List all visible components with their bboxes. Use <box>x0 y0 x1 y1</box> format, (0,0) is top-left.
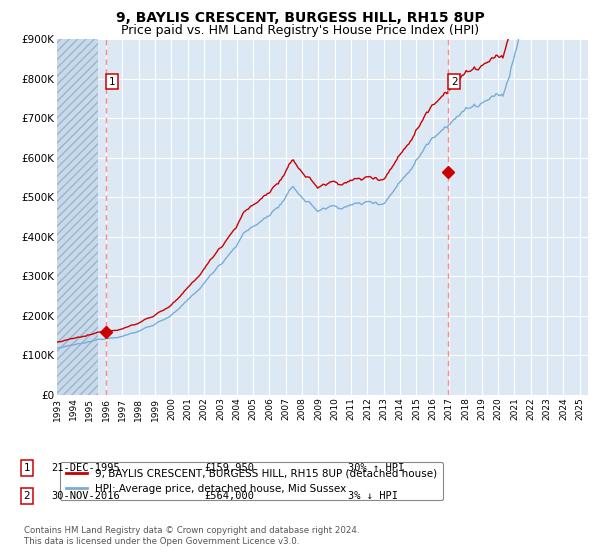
Bar <box>57 39 98 395</box>
Text: Price paid vs. HM Land Registry's House Price Index (HPI): Price paid vs. HM Land Registry's House … <box>121 24 479 36</box>
Text: 1: 1 <box>23 463 31 473</box>
Text: 9, BAYLIS CRESCENT, BURGESS HILL, RH15 8UP: 9, BAYLIS CRESCENT, BURGESS HILL, RH15 8… <box>116 11 484 25</box>
Text: 30% ↑ HPI: 30% ↑ HPI <box>348 463 404 473</box>
Text: £159,950: £159,950 <box>204 463 254 473</box>
Text: £564,000: £564,000 <box>204 491 254 501</box>
Text: 21-DEC-1995: 21-DEC-1995 <box>51 463 120 473</box>
Text: 3% ↓ HPI: 3% ↓ HPI <box>348 491 398 501</box>
Text: 2: 2 <box>451 77 458 87</box>
Text: 2: 2 <box>23 491 31 501</box>
Text: Contains HM Land Registry data © Crown copyright and database right 2024.
This d: Contains HM Land Registry data © Crown c… <box>24 526 359 546</box>
Text: 1: 1 <box>109 77 115 87</box>
Legend: 9, BAYLIS CRESCENT, BURGESS HILL, RH15 8UP (detached house), HPI: Average price,: 9, BAYLIS CRESCENT, BURGESS HILL, RH15 8… <box>59 462 443 500</box>
Text: 30-NOV-2016: 30-NOV-2016 <box>51 491 120 501</box>
